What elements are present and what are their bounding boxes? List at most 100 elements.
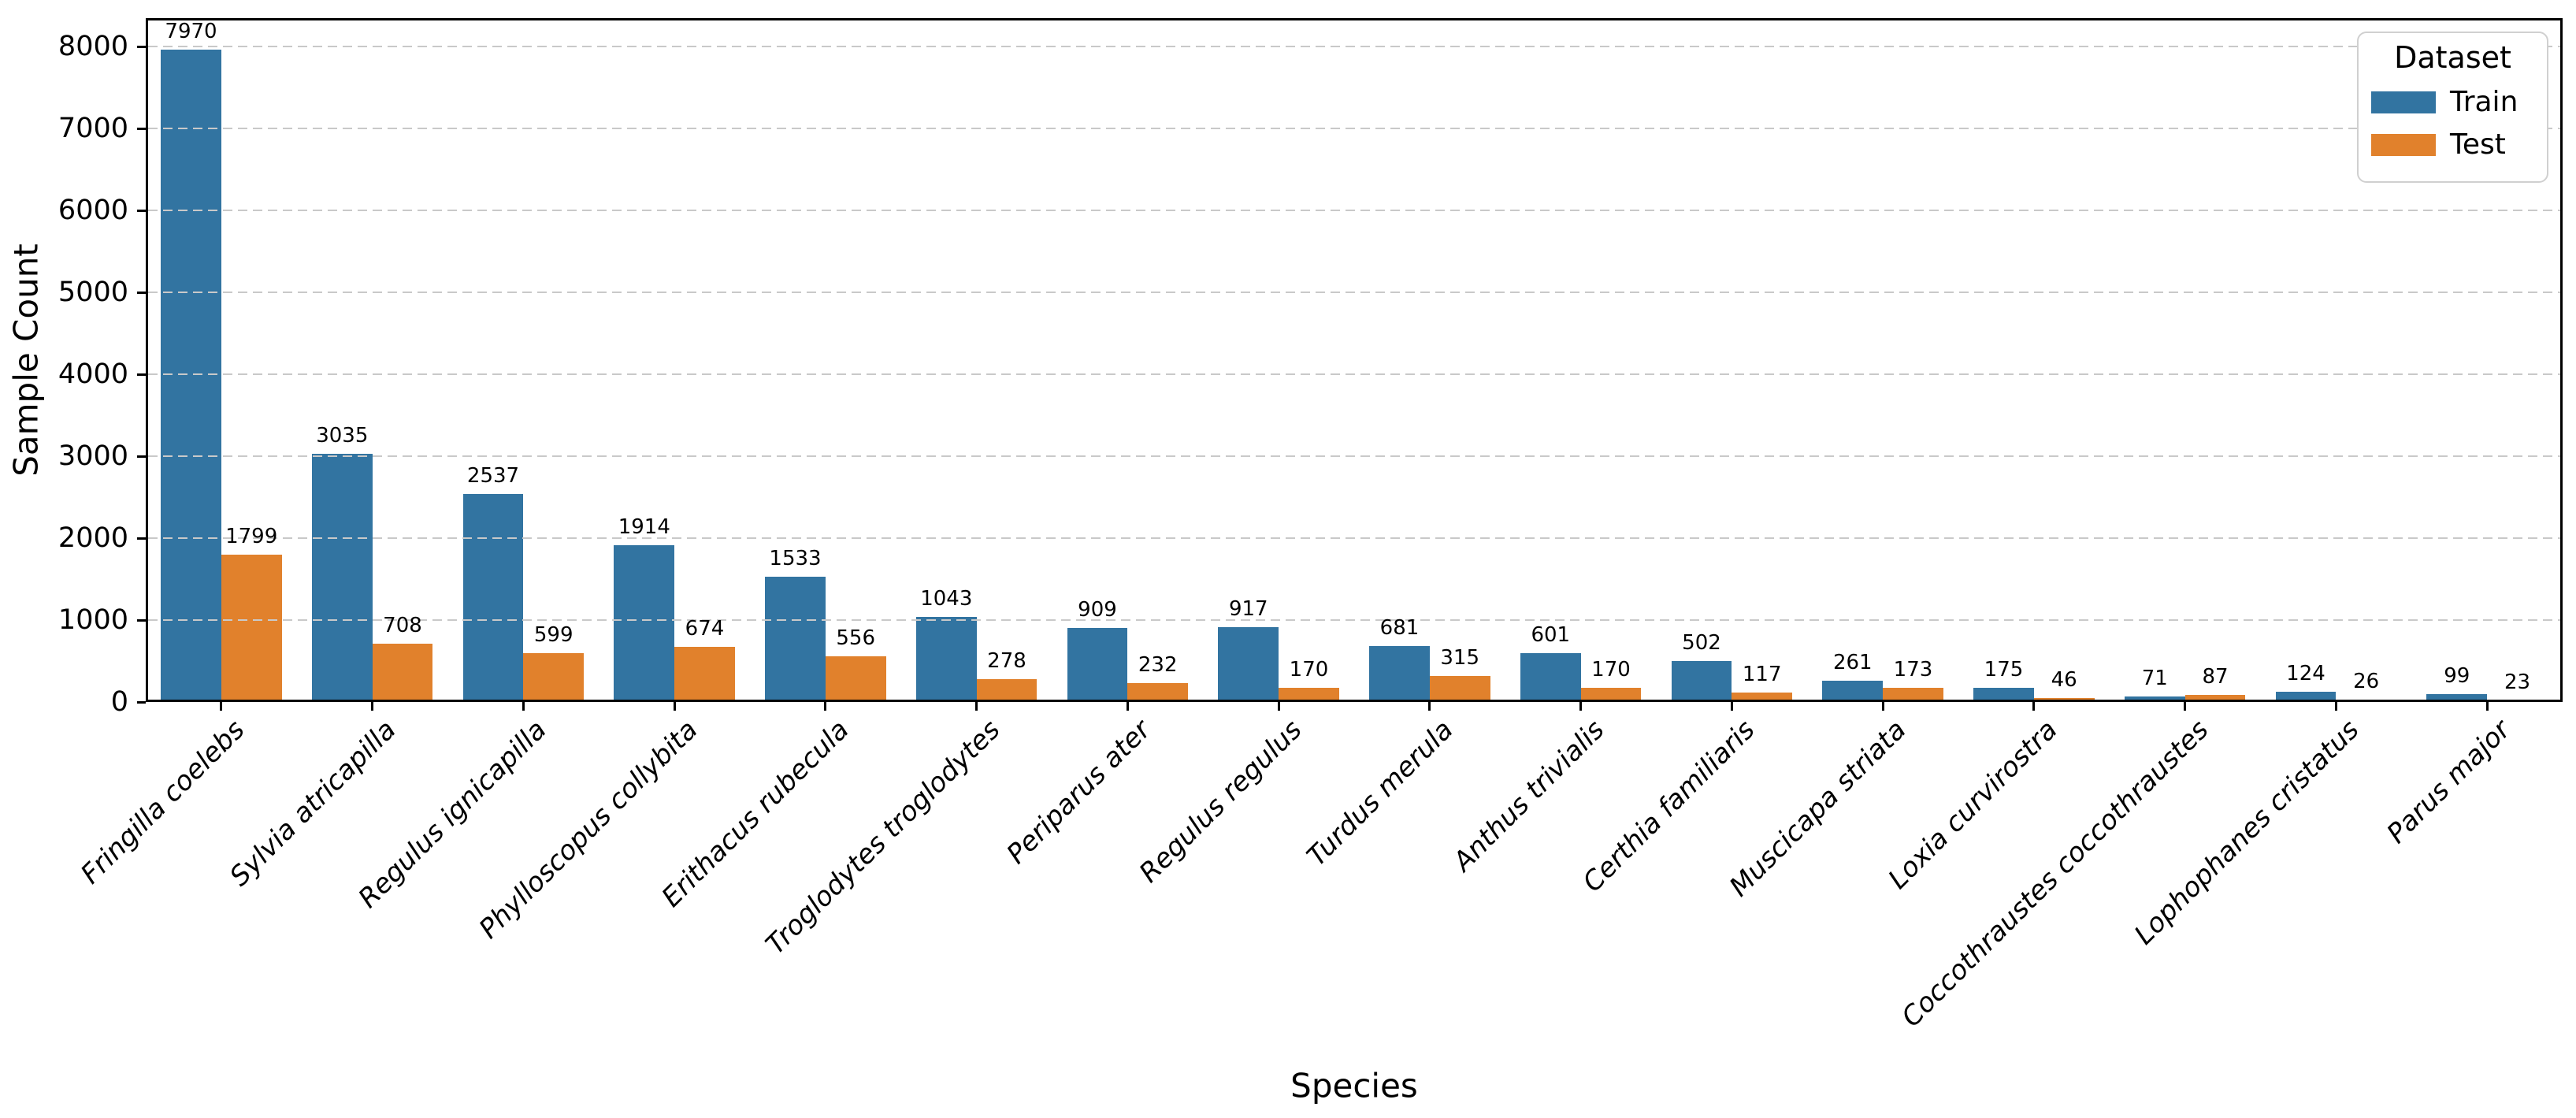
y-tick-label: 6000 bbox=[58, 195, 128, 227]
bar-value-label: 502 bbox=[1682, 630, 1721, 655]
gridline-6000 bbox=[148, 210, 2560, 212]
bar-train bbox=[161, 49, 221, 702]
bar-test bbox=[221, 555, 282, 702]
x-tick-label: Coccothraustes coccothraustes bbox=[1895, 714, 2215, 1034]
gridline-3000 bbox=[148, 455, 2560, 458]
bar-value-label: 599 bbox=[533, 622, 573, 647]
legend-label-test: Test bbox=[2450, 128, 2506, 161]
bar-value-label: 315 bbox=[1440, 646, 1480, 670]
bar-test bbox=[1732, 692, 1793, 702]
x-tick-mark bbox=[2334, 702, 2337, 711]
bar-test bbox=[523, 652, 585, 702]
y-tick-mark bbox=[137, 127, 146, 130]
x-tick-mark bbox=[522, 702, 525, 711]
legend-entry-test: Test bbox=[2371, 129, 2536, 161]
bar-train bbox=[1067, 627, 1128, 702]
x-tick-mark bbox=[1126, 702, 1129, 711]
y-tick-label: 0 bbox=[110, 686, 128, 718]
x-tick-label: Parus major bbox=[2381, 714, 2517, 850]
bar-value-label: 46 bbox=[2051, 668, 2077, 693]
bar-value-label: 601 bbox=[1531, 622, 1571, 647]
x-tick-mark bbox=[371, 702, 374, 711]
bar-test bbox=[1883, 688, 1943, 702]
y-tick-label: 2000 bbox=[58, 522, 128, 555]
x-tick-mark bbox=[2184, 702, 2187, 711]
bar-value-label: 1799 bbox=[225, 525, 278, 548]
x-tick-label: Anthus trivialis bbox=[1446, 714, 1611, 878]
x-tick-label: Regulus regulus bbox=[1133, 714, 1308, 890]
y-tick-label: 1000 bbox=[58, 604, 128, 636]
y-tick-mark bbox=[137, 537, 146, 540]
x-tick-label: Fringilla coelebs bbox=[74, 714, 251, 890]
bar-train bbox=[1520, 652, 1581, 702]
x-tick-label: Turdus merula bbox=[1301, 714, 1460, 873]
bar-value-label: 117 bbox=[1742, 662, 1782, 686]
x-tick-mark bbox=[824, 702, 827, 711]
y-tick-label: 4000 bbox=[58, 358, 128, 391]
gridline-7000 bbox=[148, 128, 2560, 130]
x-tick-mark bbox=[2032, 702, 2036, 711]
bar-value-label: 232 bbox=[1138, 652, 1178, 677]
legend-title: Dataset bbox=[2394, 40, 2511, 75]
y-tick-mark bbox=[137, 291, 146, 294]
x-tick-mark bbox=[1428, 702, 1431, 711]
y-tick-mark bbox=[137, 373, 146, 376]
bar-value-label: 7970 bbox=[165, 19, 217, 43]
gridline-8000 bbox=[148, 46, 2560, 48]
y-tick-mark bbox=[137, 700, 146, 704]
bar-value-label: 556 bbox=[836, 626, 876, 651]
bar-test bbox=[1580, 688, 1642, 702]
bar-test bbox=[825, 656, 886, 702]
x-tick-mark bbox=[1579, 702, 1583, 711]
x-axis-label: Species bbox=[1290, 1066, 1418, 1105]
bar-value-label: 1533 bbox=[769, 546, 822, 570]
y-tick-mark bbox=[137, 455, 146, 458]
y-tick-label: 7000 bbox=[58, 113, 128, 145]
y-tick-label: 8000 bbox=[58, 31, 128, 63]
bar-test bbox=[2184, 695, 2246, 702]
x-tick-mark bbox=[1730, 702, 1733, 711]
bar-test bbox=[2487, 700, 2548, 702]
bar-train bbox=[2275, 692, 2337, 702]
y-tick-label: 5000 bbox=[58, 277, 128, 309]
bar-test bbox=[1429, 676, 1490, 702]
bar-value-label: 917 bbox=[1228, 596, 1268, 621]
y-tick-mark bbox=[137, 209, 146, 212]
bar-train bbox=[2124, 696, 2185, 702]
x-tick-mark bbox=[1881, 702, 1884, 711]
bar-train bbox=[1369, 646, 1430, 702]
bar-value-label: 71 bbox=[2141, 666, 2168, 690]
x-tick-label: Sylvia atricapilla bbox=[223, 714, 403, 893]
bar-value-label: 170 bbox=[1591, 658, 1631, 682]
bar-value-label: 173 bbox=[1893, 658, 1933, 682]
bar-test bbox=[1279, 688, 1339, 702]
train-color-swatch bbox=[2371, 91, 2436, 113]
test-color-swatch bbox=[2371, 134, 2436, 156]
bar-value-label: 99 bbox=[2444, 663, 2470, 688]
x-tick-mark bbox=[1277, 702, 1280, 711]
legend: Dataset Train Test bbox=[2357, 32, 2548, 183]
x-tick-mark bbox=[220, 702, 223, 711]
bar-test bbox=[976, 679, 1037, 702]
bar-train bbox=[462, 494, 524, 702]
bar-value-label: 3035 bbox=[316, 423, 369, 448]
bar-train bbox=[1973, 687, 2034, 702]
bar-value-label: 1043 bbox=[920, 586, 973, 611]
bar-value-label: 674 bbox=[685, 616, 725, 641]
bar-train bbox=[915, 616, 977, 702]
gridline-1000 bbox=[148, 619, 2560, 621]
bar-value-label: 175 bbox=[1984, 657, 2024, 682]
x-tick-label: Periparus ater bbox=[1000, 714, 1157, 871]
bar-value-label: 909 bbox=[1078, 597, 1117, 622]
bar-test bbox=[2336, 700, 2397, 702]
gridline-5000 bbox=[148, 292, 2560, 294]
bar-value-label: 2537 bbox=[466, 464, 520, 488]
bar-value-label: 1914 bbox=[618, 515, 670, 539]
bar-train bbox=[2426, 693, 2488, 702]
bar-train bbox=[1822, 680, 1884, 702]
y-tick-mark bbox=[137, 45, 146, 48]
gridline-2000 bbox=[148, 537, 2560, 540]
bar-test bbox=[2033, 698, 2095, 702]
bar-value-label: 278 bbox=[987, 649, 1026, 674]
